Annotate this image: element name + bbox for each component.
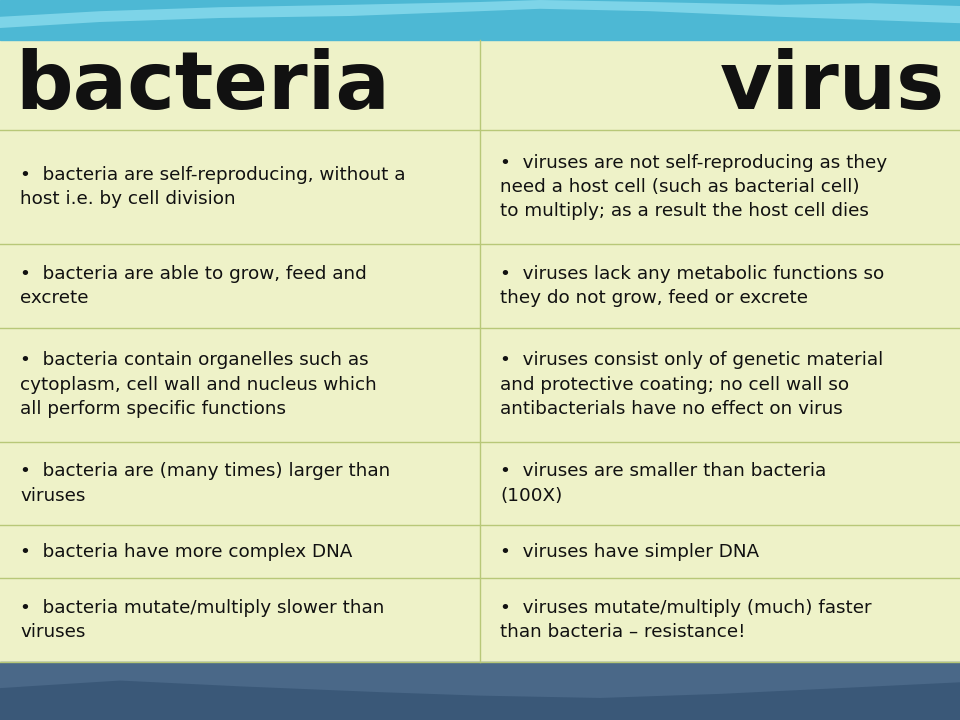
- Text: •  viruses consist only of genetic material
and protective coating; no cell wall: • viruses consist only of genetic materi…: [500, 351, 883, 418]
- Text: •  viruses have simpler DNA: • viruses have simpler DNA: [500, 543, 759, 561]
- Text: •  bacteria have more complex DNA: • bacteria have more complex DNA: [20, 543, 352, 561]
- Text: virus: virus: [720, 48, 945, 126]
- Text: •  viruses lack any metabolic functions so
they do not grow, feed or excrete: • viruses lack any metabolic functions s…: [500, 265, 884, 307]
- Text: •  bacteria are (many times) larger than
viruses: • bacteria are (many times) larger than …: [20, 462, 391, 505]
- Text: •  viruses are not self-reproducing as they
need a host cell (such as bacterial : • viruses are not self-reproducing as th…: [500, 153, 887, 220]
- Text: •  bacteria contain organelles such as
cytoplasm, cell wall and nucleus which
al: • bacteria contain organelles such as cy…: [20, 351, 376, 418]
- Bar: [0, 0, 960, 40]
- Text: bacteria: bacteria: [15, 48, 390, 126]
- Polygon shape: [0, 0, 960, 28]
- Bar: [0, 40, 960, 662]
- Text: •  viruses mutate/multiply (much) faster
than bacteria – resistance!: • viruses mutate/multiply (much) faster …: [500, 599, 872, 642]
- Text: •  bacteria mutate/multiply slower than
viruses: • bacteria mutate/multiply slower than v…: [20, 599, 384, 642]
- Text: •  bacteria are self-reproducing, without a
host i.e. by cell division: • bacteria are self-reproducing, without…: [20, 166, 405, 208]
- Text: •  viruses are smaller than bacteria
(100X): • viruses are smaller than bacteria (100…: [500, 462, 827, 505]
- Polygon shape: [0, 662, 960, 698]
- Text: •  bacteria are able to grow, feed and
excrete: • bacteria are able to grow, feed and ex…: [20, 265, 367, 307]
- Bar: [0, 662, 960, 720]
